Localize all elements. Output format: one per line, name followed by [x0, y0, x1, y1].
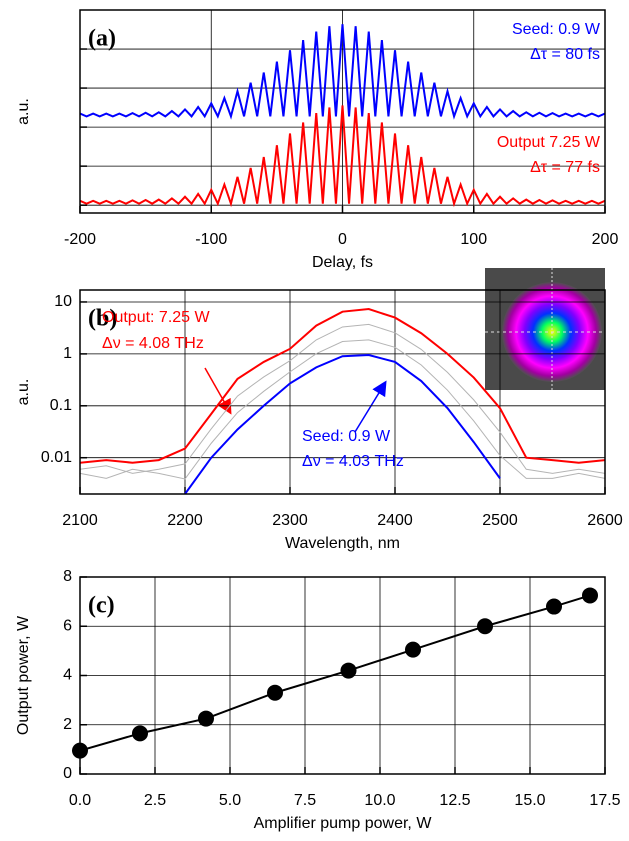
data-point: [341, 663, 357, 679]
series-detail: Δτ = 80 fs: [530, 46, 600, 63]
data-point: [477, 618, 493, 634]
series-name: Seed: 0.9 W: [512, 21, 601, 38]
panel: -200 -100 0 100 200 Delay, fs a.u. (a) Seed: 0.9…: [15, 10, 618, 271]
panel-label: (c): [88, 593, 115, 619]
data-point: [198, 711, 214, 727]
x-tick-label: 5.0: [219, 792, 241, 809]
panel-label: (a): [88, 26, 116, 52]
y-axis-label: a.u.: [15, 379, 32, 406]
x-tick-label: 7.5: [294, 792, 316, 809]
x-tick-label: 2400: [377, 512, 413, 529]
y-tick-label: 8: [63, 568, 72, 585]
x-tick-label: 2100: [62, 512, 98, 529]
y-axis-label: Output power, W: [15, 615, 32, 735]
data-point: [582, 587, 598, 603]
x-tick-label: 12.5: [439, 792, 470, 809]
x-tick-label: -100: [195, 231, 227, 248]
x-tick-label: 17.5: [589, 792, 620, 809]
x-tick-label: 0.0: [69, 792, 91, 809]
arrow: [355, 383, 385, 432]
connecting-line: [80, 595, 590, 750]
data-point: [546, 599, 562, 615]
y-axis-label: a.u.: [15, 98, 32, 125]
y-tick-label: 10: [54, 293, 72, 310]
x-tick-label: 100: [460, 231, 487, 248]
x-axis-label: Wavelength, nm: [285, 535, 400, 552]
x-tick-label: 2600: [587, 512, 623, 529]
x-axis-label: Delay, fs: [312, 254, 373, 271]
data-point: [132, 725, 148, 741]
figure: -200-1000100200Delay, fsa.u.(a)Seed: 0.9…: [0, 0, 629, 841]
data-point: [267, 685, 283, 701]
y-tick-label: 4: [63, 667, 72, 684]
panel: 0.0 2.5 5.0 7.5 10.0 12.5 15.0 17.5 0 2 4 6 8 Amplifi…: [15, 568, 620, 832]
x-tick-label: 2300: [272, 512, 308, 529]
x-tick-label: 0: [338, 231, 347, 248]
series-detail: Δτ = 77 fs: [530, 159, 600, 176]
series-name: Seed: 0.9 W: [302, 428, 391, 445]
y-tick-label: 2: [63, 716, 72, 733]
series-detail: Δν = 4.08 THz: [102, 335, 204, 352]
y-tick-label: 1: [63, 345, 72, 362]
x-tick-label: 15.0: [514, 792, 545, 809]
x-tick-label: 2.5: [144, 792, 166, 809]
y-tick-label: 0.01: [41, 449, 72, 466]
x-tick-label: 2500: [482, 512, 518, 529]
x-tick-label: 2200: [167, 512, 203, 529]
x-axis-label: Amplifier pump power, W: [254, 815, 433, 832]
series-name: Output: 7.25 W: [102, 309, 211, 326]
data-point: [405, 642, 421, 658]
x-tick-label: 200: [592, 231, 619, 248]
y-tick-label: 0.1: [50, 397, 72, 414]
x-tick-label: -200: [64, 231, 96, 248]
series-name: Output 7.25 W: [497, 134, 601, 151]
beam-profile-inset: [485, 268, 605, 390]
series-detail: Δν = 4.03 THz: [302, 453, 404, 470]
x-tick-label: 10.0: [364, 792, 395, 809]
y-tick-label: 0: [63, 765, 72, 782]
y-tick-label: 6: [63, 617, 72, 634]
series-line: [185, 355, 500, 494]
